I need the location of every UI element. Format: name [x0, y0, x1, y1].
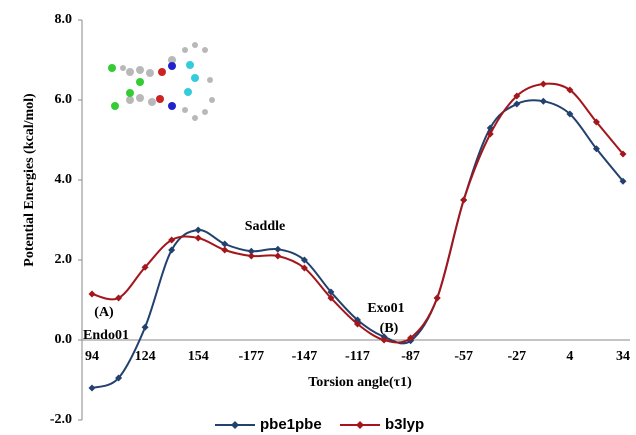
inset-bg: [88, 28, 218, 138]
data-point: [540, 98, 547, 105]
x-tick-label: -117: [345, 349, 370, 364]
legend-label: pbe1pbe: [260, 416, 322, 433]
annotation: Exo01: [367, 301, 404, 316]
x-axis-label: Torsion angle(τ1): [308, 375, 412, 390]
x-tick-label: 94: [85, 349, 99, 364]
y-tick-label: 8.0: [55, 12, 73, 27]
data-point: [274, 246, 281, 253]
annotation: (B): [380, 321, 399, 336]
x-tick-label: -147: [292, 349, 318, 364]
x-tick-label: 154: [188, 349, 209, 364]
data-point: [221, 247, 228, 254]
annotation: Saddle: [245, 219, 285, 234]
y-tick-label: 4.0: [55, 172, 73, 187]
x-tick-label: -27: [507, 349, 526, 364]
molecule-inset: [88, 28, 218, 138]
data-point: [248, 253, 255, 260]
legend-marker: [231, 421, 239, 429]
data-point: [142, 324, 149, 331]
annotation: (A): [94, 305, 114, 320]
x-tick-label: -87: [401, 349, 420, 364]
chart: Potential Energies (kcal/mol) Torsion an…: [0, 0, 636, 435]
data-point: [540, 81, 547, 88]
data-point: [274, 253, 281, 260]
y-axis-label: Potential Energies (kcal/mol): [22, 93, 37, 267]
x-tick-label: -177: [238, 349, 264, 364]
data-point: [513, 101, 520, 108]
data-point: [434, 295, 441, 302]
y-tick-label: 6.0: [55, 92, 73, 107]
data-point: [89, 291, 96, 298]
legend-marker: [356, 421, 364, 429]
data-point: [195, 227, 202, 234]
x-tick-label: -57: [454, 349, 473, 364]
y-tick-label: 0.0: [55, 332, 73, 347]
data-point: [460, 197, 467, 204]
x-tick-label: 4: [566, 349, 573, 364]
y-tick-label: -2.0: [50, 412, 72, 427]
x-tick-label: 34: [616, 349, 630, 364]
data-point: [221, 241, 228, 248]
data-point: [89, 385, 96, 392]
legend-label: b3lyp: [385, 416, 424, 433]
series-line: [92, 100, 623, 388]
x-tick-label: 124: [135, 349, 156, 364]
data-point: [195, 235, 202, 242]
y-tick-label: 2.0: [55, 252, 73, 267]
annotation: Endo01: [83, 328, 129, 343]
